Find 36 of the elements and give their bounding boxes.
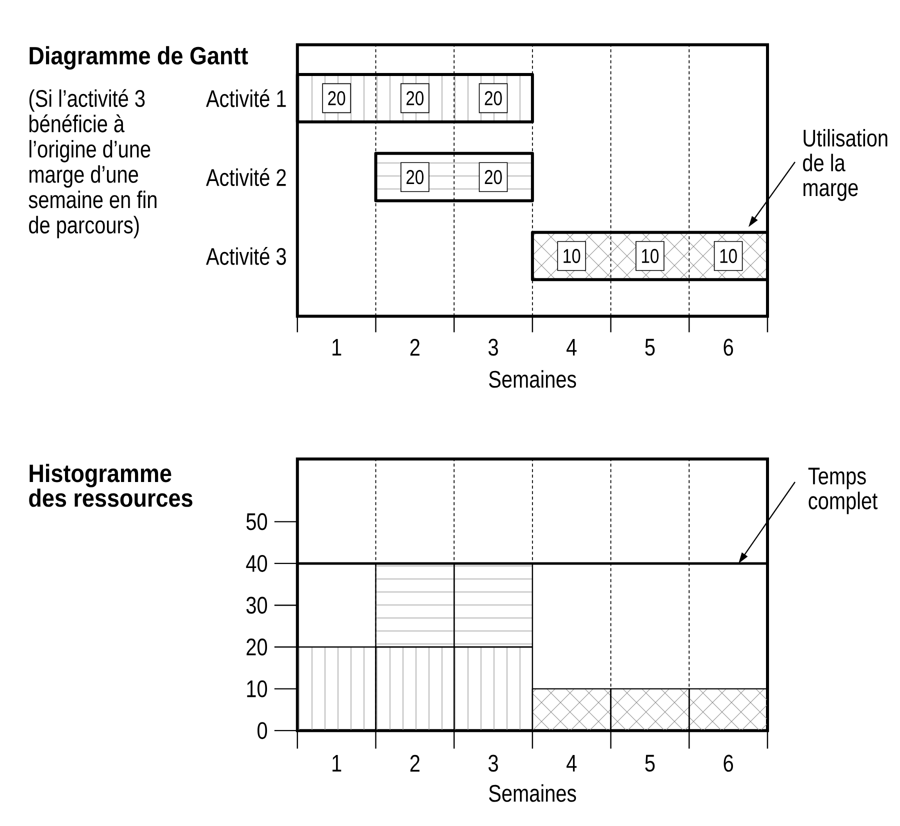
annotation: 20: [406, 91, 424, 106]
x-tick-label: 6: [724, 754, 733, 772]
text: Utilisation de la marge: [803, 128, 888, 201]
y-tick-label: 30: [246, 596, 268, 614]
y-tick-label: 40: [246, 554, 268, 572]
x-tick-label: 2: [410, 338, 420, 356]
y-tick-label: Activité 2: [206, 168, 286, 186]
annotation: 20: [328, 91, 346, 106]
x-tick-label: 3: [488, 754, 498, 772]
x-tick-label: 2: [410, 754, 420, 772]
y-tick-label: 50: [246, 513, 268, 530]
text: (Si l’activité 3 bénéficie à l’origine d’une marge d’une semaine en fin de parcours): [28, 89, 156, 238]
y-tick-label: Activité 1: [206, 89, 286, 108]
x-tick-label: 1: [332, 339, 342, 356]
annotation: 20: [406, 170, 424, 184]
annotation: 20: [484, 91, 502, 106]
chart-title: Diagramme de Gantt: [30, 46, 248, 70]
x-tick-label: 1: [332, 755, 342, 772]
annotation: 10: [720, 248, 737, 264]
x-tick-label: 5: [645, 338, 655, 356]
y-tick-label: 20: [246, 638, 268, 656]
x-tick-label: 6: [724, 338, 733, 356]
x-tick-label: 4: [566, 755, 577, 772]
x-tick-label: 5: [645, 754, 655, 772]
x-axis-title: Semaines: [489, 784, 576, 802]
y-tick-label: 0: [258, 722, 268, 740]
text: Histogramme des ressources: [29, 464, 192, 507]
annotation: 10: [564, 248, 580, 264]
x-axis-title: Semaines: [489, 370, 576, 388]
x-tick-label: 3: [488, 338, 498, 356]
annotation: 20: [484, 170, 502, 184]
annotation: 10: [642, 248, 659, 264]
y-tick-label: 10: [247, 680, 268, 698]
ref-line-label: Temps complet: [808, 468, 878, 514]
x-tick-label: 4: [566, 339, 577, 356]
y-tick-label: Activité 3: [206, 247, 286, 265]
